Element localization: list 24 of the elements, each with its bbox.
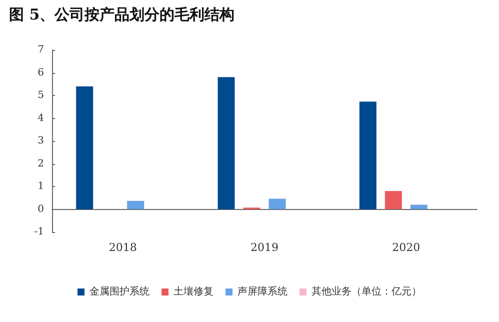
- chart-title: 图 5、公司按产品划分的毛利结构: [9, 6, 235, 24]
- bar: [384, 191, 402, 210]
- x-tick-label: 2019: [250, 241, 278, 254]
- bar: [127, 200, 144, 210]
- y-tick-label: -1: [34, 226, 44, 238]
- bar: [410, 204, 428, 210]
- y-tick-label: 7: [38, 44, 44, 56]
- y-tick-label: 2: [38, 158, 44, 170]
- y-tick-label: 5: [38, 90, 44, 101]
- legend-label: 土壤修复: [174, 286, 214, 298]
- y-tick-label: 0: [38, 204, 44, 215]
- legend-label: 声屏障系统: [238, 286, 288, 298]
- y-tick-label: 4: [38, 112, 44, 124]
- y-tick-label: 1: [38, 181, 44, 192]
- x-tick-label: 2020: [392, 241, 420, 254]
- bar: [268, 198, 286, 210]
- y-tick-label: 6: [38, 67, 44, 78]
- bar: [359, 102, 376, 210]
- legend-label: 金属围护系统: [90, 286, 150, 298]
- legend-label: 其他业务（单位：亿元）: [312, 286, 422, 298]
- bar: [76, 86, 94, 210]
- bar: [218, 77, 235, 210]
- y-tick-label: 3: [38, 136, 44, 146]
- x-tick-label: 2018: [108, 241, 137, 254]
